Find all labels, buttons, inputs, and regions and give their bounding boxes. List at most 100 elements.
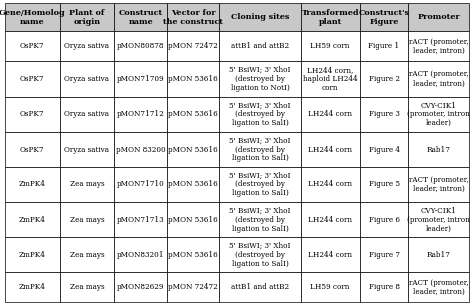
Text: LH244 corn: LH244 corn <box>308 110 352 118</box>
Bar <box>301 3 360 31</box>
Bar <box>360 202 409 237</box>
Bar <box>5 202 60 237</box>
Text: Oryza sativa: Oryza sativa <box>64 145 109 154</box>
Text: pMON 53616: pMON 53616 <box>168 181 218 188</box>
Bar <box>167 132 219 167</box>
Text: Cloning sites: Cloning sites <box>231 13 289 21</box>
Text: Figure 6: Figure 6 <box>368 216 400 224</box>
Text: Zea mays: Zea mays <box>70 181 104 188</box>
Bar <box>114 61 167 97</box>
Bar <box>60 61 114 97</box>
Bar <box>167 31 219 61</box>
Bar <box>219 167 301 202</box>
Text: CVY-CIK1
(promoter, intron
leader): CVY-CIK1 (promoter, intron leader) <box>408 207 470 232</box>
Bar <box>60 132 114 167</box>
Text: rACT (promoter,
leader, intron): rACT (promoter, leader, intron) <box>409 279 469 296</box>
Text: ZmPK4: ZmPK4 <box>18 216 46 224</box>
Bar <box>301 61 360 97</box>
Bar <box>409 272 469 302</box>
Text: LH59 corn: LH59 corn <box>310 283 350 291</box>
Bar <box>409 202 469 237</box>
Text: OsPK7: OsPK7 <box>20 42 45 50</box>
Bar <box>167 3 219 31</box>
Text: attB1 and attB2: attB1 and attB2 <box>231 42 289 50</box>
Text: pMON71710: pMON71710 <box>117 181 164 188</box>
Text: rACT (promoter,
leader, intron): rACT (promoter, leader, intron) <box>409 176 469 193</box>
Bar <box>409 237 469 272</box>
Bar <box>409 167 469 202</box>
Bar <box>60 272 114 302</box>
Text: LH244 corn,
haploid LH244
corn: LH244 corn, haploid LH244 corn <box>303 66 357 92</box>
Text: pMON71712: pMON71712 <box>117 110 164 118</box>
Text: Gene/Homolog
name: Gene/Homolog name <box>0 9 65 26</box>
Text: Figure 2: Figure 2 <box>368 75 400 83</box>
Bar <box>219 61 301 97</box>
Bar <box>5 132 60 167</box>
Text: 5' BsiWI; 3' XhoI
(destroyed by
ligation to SalI): 5' BsiWI; 3' XhoI (destroyed by ligation… <box>229 207 291 232</box>
Text: Rab17: Rab17 <box>427 145 451 154</box>
Text: Oryza sativa: Oryza sativa <box>64 110 109 118</box>
Text: pMON 53616: pMON 53616 <box>168 110 218 118</box>
Bar <box>5 61 60 97</box>
Bar <box>360 31 409 61</box>
Bar <box>301 97 360 132</box>
Bar <box>60 202 114 237</box>
Bar <box>409 97 469 132</box>
Bar <box>409 132 469 167</box>
Text: ZmPK4: ZmPK4 <box>18 251 46 259</box>
Text: 5' BsiWI; 3' XhoI
(destroyed by
ligation to SalI): 5' BsiWI; 3' XhoI (destroyed by ligation… <box>229 242 291 268</box>
Bar <box>5 272 60 302</box>
Bar <box>360 61 409 97</box>
Bar <box>167 202 219 237</box>
Bar <box>167 61 219 97</box>
Bar <box>360 272 409 302</box>
Bar <box>114 3 167 31</box>
Bar <box>114 132 167 167</box>
Bar <box>360 3 409 31</box>
Text: Promoter: Promoter <box>418 13 460 21</box>
Bar <box>114 97 167 132</box>
Text: Figure 8: Figure 8 <box>368 283 400 291</box>
Bar <box>360 132 409 167</box>
Text: LH244 corn: LH244 corn <box>308 251 352 259</box>
Bar <box>219 31 301 61</box>
Text: pMON80878: pMON80878 <box>117 42 164 50</box>
Bar <box>5 31 60 61</box>
Text: Figure 1: Figure 1 <box>368 42 400 50</box>
Bar <box>60 31 114 61</box>
Text: pMON 53616: pMON 53616 <box>168 251 218 259</box>
Text: OsPK7: OsPK7 <box>20 75 45 83</box>
Bar <box>114 237 167 272</box>
Bar <box>5 3 60 31</box>
Bar <box>301 167 360 202</box>
Text: pMON 53616: pMON 53616 <box>168 216 218 224</box>
Bar <box>167 237 219 272</box>
Text: attB1 and attB2: attB1 and attB2 <box>231 283 289 291</box>
Text: LH244 corn: LH244 corn <box>308 181 352 188</box>
Bar <box>167 167 219 202</box>
Text: 5' BsiWI; 3' XhoI
(destroyed by
ligation to SalI): 5' BsiWI; 3' XhoI (destroyed by ligation… <box>229 102 291 127</box>
Bar <box>409 31 469 61</box>
Text: Figure 7: Figure 7 <box>368 251 400 259</box>
Text: Construct's
Figure: Construct's Figure <box>358 9 410 26</box>
Text: Oryza sativa: Oryza sativa <box>64 75 109 83</box>
Bar <box>114 272 167 302</box>
Bar <box>60 97 114 132</box>
Bar <box>301 202 360 237</box>
Bar <box>219 272 301 302</box>
Text: Figure 5: Figure 5 <box>368 181 400 188</box>
Bar <box>60 167 114 202</box>
Text: 5' BsiWI; 3' XhoI
(destroyed by
ligation to SalI): 5' BsiWI; 3' XhoI (destroyed by ligation… <box>229 171 291 197</box>
Text: pMON71713: pMON71713 <box>117 216 164 224</box>
Text: Zea mays: Zea mays <box>70 283 104 291</box>
Bar <box>219 202 301 237</box>
Text: Zea mays: Zea mays <box>70 251 104 259</box>
Bar <box>114 202 167 237</box>
Text: Figure 3: Figure 3 <box>369 110 400 118</box>
Bar <box>409 3 469 31</box>
Bar <box>5 237 60 272</box>
Bar <box>301 237 360 272</box>
Text: pMON83201: pMON83201 <box>117 251 164 259</box>
Bar <box>219 132 301 167</box>
Text: pMON82629: pMON82629 <box>117 283 164 291</box>
